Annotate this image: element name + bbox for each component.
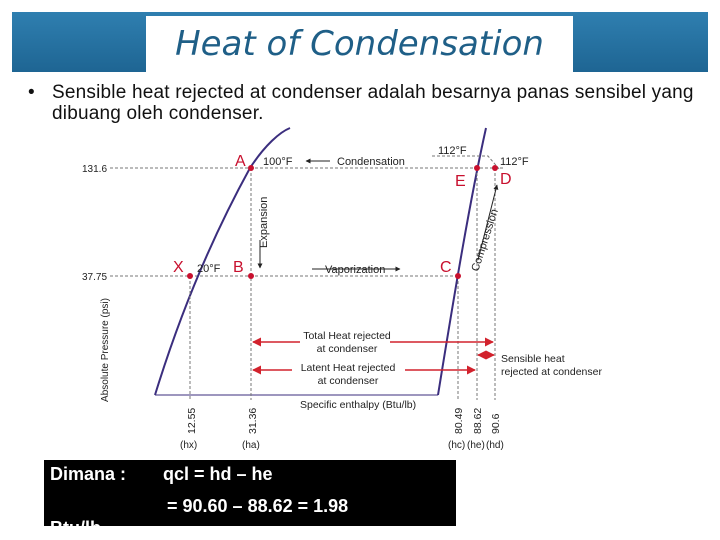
point-a-label: A	[235, 153, 246, 170]
formula-box: Dimana : qcl = hd – he = 90.60 – 88.62 =…	[44, 460, 456, 526]
point-d-marker	[492, 165, 498, 171]
symbol-hc: (hc)	[448, 440, 465, 451]
bullet-text: Sensible heat rejected at condenser adal…	[52, 82, 694, 124]
latent-heat-label-2: at condenser	[318, 375, 379, 387]
point-c-label: C	[440, 259, 452, 276]
symbol-hd: (hd)	[486, 440, 504, 451]
sensible-heat-label-1: Sensible heat	[501, 353, 565, 365]
temp-20: 20°F	[197, 263, 221, 275]
temp-112-right: 112°F	[500, 156, 529, 168]
point-x-marker	[187, 273, 193, 279]
isotherm-112	[432, 155, 501, 171]
vaporization-label: Vaporization	[325, 264, 385, 276]
enthalpy-hx: 12.55	[186, 408, 198, 434]
point-e-marker	[474, 165, 480, 171]
point-x-label: X	[173, 259, 184, 276]
formula-unit: Btu/lb	[50, 518, 101, 526]
total-heat-label-2: at condenser	[317, 343, 378, 355]
formula-dimana: Dimana :	[50, 464, 127, 484]
pressure-tick-low: 37.75	[82, 272, 107, 283]
pressure-tick-high: 131.6	[82, 164, 107, 175]
condensation-label: Condensation	[337, 156, 405, 168]
sensible-heat-label-2: rejected at condenser	[501, 366, 602, 378]
bullet-item: • Sensible heat rejected at condenser ad…	[28, 82, 708, 124]
point-b-label: B	[233, 259, 244, 276]
enthalpy-he: 88.62	[472, 408, 484, 434]
bullet-dot-icon: •	[28, 82, 35, 103]
total-heat-label-1: Total Heat rejected	[303, 330, 391, 342]
symbol-ha: (ha)	[242, 440, 260, 451]
symbol-he: (he)	[467, 440, 485, 451]
point-b-marker	[248, 273, 254, 279]
symbol-hx: (hx)	[180, 440, 197, 451]
temp-112-top: 112°F	[438, 145, 467, 157]
formula-line1: qcl = hd – he	[163, 464, 273, 484]
point-e-label: E	[455, 173, 466, 190]
compression-arrow	[477, 184, 499, 261]
enthalpy-hc: 80.49	[453, 408, 465, 434]
point-c-marker	[455, 273, 461, 279]
expansion-label: Expansion	[258, 197, 270, 248]
enthalpy-ha: 31.36	[247, 408, 259, 434]
x-axis-label: Specific enthalpy (Btu/lb)	[300, 399, 416, 411]
y-axis-label: Absolute Pressure (psi)	[100, 298, 111, 402]
slide-title: Heat of Condensation	[175, 24, 544, 64]
compression-label: Compression	[469, 208, 500, 273]
saturated-liquid-curve	[154, 127, 291, 396]
point-a-marker	[248, 165, 254, 171]
point-d-label: D	[500, 171, 512, 188]
latent-heat-label-1: Latent Heat rejected	[301, 362, 396, 374]
formula-line2: = 90.60 – 88.62 = 1.98	[167, 496, 349, 516]
title-box	[146, 16, 573, 72]
temp-100: 100°F	[263, 156, 293, 168]
enthalpy-hd: 90.6	[490, 413, 502, 434]
